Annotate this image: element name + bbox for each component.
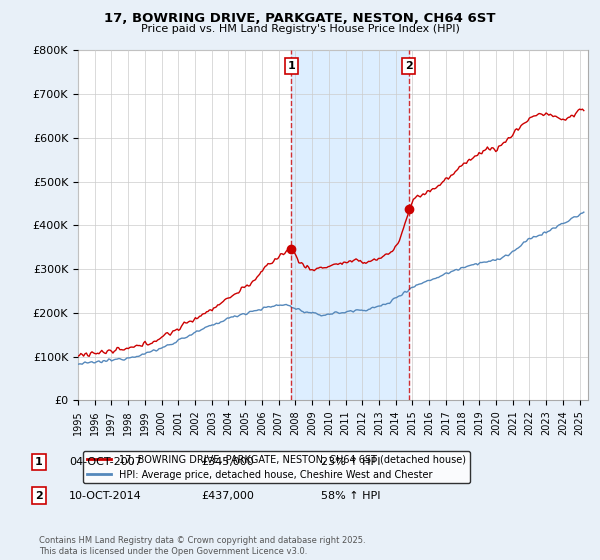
Text: 2: 2 (405, 61, 413, 71)
Text: 04-OCT-2007: 04-OCT-2007 (69, 457, 142, 467)
Text: 10-OCT-2014: 10-OCT-2014 (69, 491, 142, 501)
Text: 17, BOWRING DRIVE, PARKGATE, NESTON, CH64 6ST: 17, BOWRING DRIVE, PARKGATE, NESTON, CH6… (104, 12, 496, 25)
Legend: 17, BOWRING DRIVE, PARKGATE, NESTON, CH64 6ST (detached house), HPI: Average pri: 17, BOWRING DRIVE, PARKGATE, NESTON, CH6… (83, 451, 470, 483)
Text: 23% ↑ HPI: 23% ↑ HPI (321, 457, 380, 467)
Text: £345,000: £345,000 (201, 457, 254, 467)
Text: Price paid vs. HM Land Registry's House Price Index (HPI): Price paid vs. HM Land Registry's House … (140, 24, 460, 34)
Text: 1: 1 (287, 61, 295, 71)
Bar (292, 50, 409, 400)
Text: 58% ↑ HPI: 58% ↑ HPI (321, 491, 380, 501)
Text: 2: 2 (35, 491, 43, 501)
Text: 1: 1 (35, 457, 43, 467)
Text: £437,000: £437,000 (201, 491, 254, 501)
Text: Contains HM Land Registry data © Crown copyright and database right 2025.
This d: Contains HM Land Registry data © Crown c… (39, 536, 365, 556)
